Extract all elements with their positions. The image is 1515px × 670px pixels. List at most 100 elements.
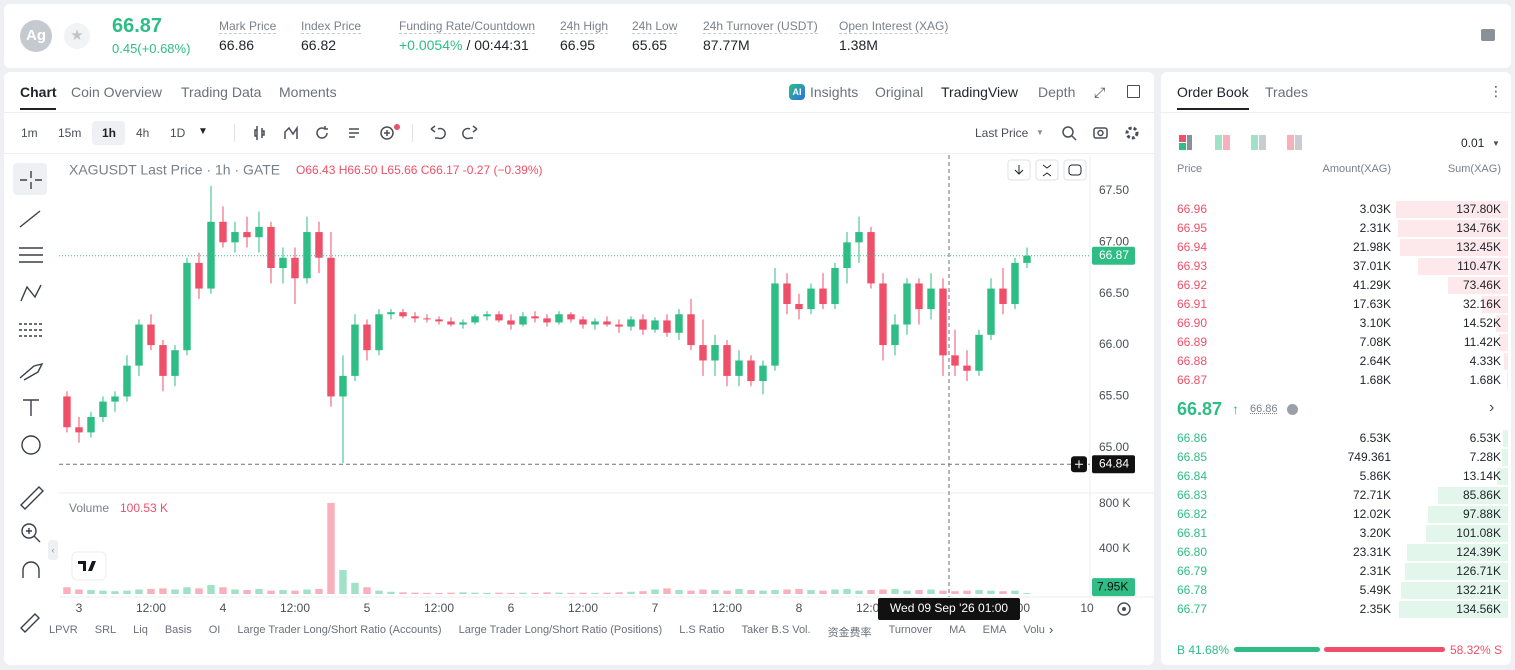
symbol-icon: Ag <box>20 20 52 52</box>
buy-ratio-bar <box>1234 647 1320 652</box>
crosshair-tool[interactable] <box>20 171 42 189</box>
last-volume-box <box>1092 578 1135 597</box>
collapse-toolbar[interactable]: ‹ <box>48 540 58 560</box>
indicator[interactable]: LPVR <box>49 624 78 636</box>
redo-icon[interactable] <box>462 125 478 140</box>
view-tab[interactable]: Original <box>875 84 924 100</box>
notes-icon[interactable] <box>1481 29 1495 41</box>
view-tab[interactable]: TradingView <box>941 84 1019 100</box>
template-icon[interactable] <box>349 128 359 138</box>
trendline-tool[interactable] <box>19 210 41 228</box>
fullscreen-button[interactable]: ⤢ <box>1094 84 1106 100</box>
more-menu[interactable]: ⋮ <box>1489 83 1503 99</box>
trades-tab[interactable]: Trades <box>1265 84 1309 100</box>
price: 66.96 <box>1177 202 1208 216</box>
candle-body <box>99 401 107 417</box>
sum: 126.71K <box>1456 564 1501 578</box>
more-indicators[interactable]: › <box>1049 622 1054 637</box>
text-tool[interactable] <box>23 399 39 416</box>
interval[interactable]: 1h <box>102 126 117 140</box>
view-tab[interactable]: Insights <box>810 84 859 100</box>
indicator[interactable]: Liq <box>133 624 148 636</box>
collapse-button[interactable] <box>1035 159 1059 181</box>
candle-type-icon[interactable] <box>254 126 265 140</box>
view-tab[interactable]: Depth <box>1038 84 1076 100</box>
sell-ratio: 58.32% S <box>1449 643 1502 657</box>
x-tick-label: 12:00 <box>424 601 454 615</box>
pattern-tool[interactable] <box>20 284 42 302</box>
stat-value: 66.86 <box>219 37 255 53</box>
indicator[interactable]: Large Trader Long/Short Ratio (Accounts) <box>237 624 442 636</box>
fib-tool[interactable] <box>19 323 43 337</box>
expand-arrow[interactable]: › <box>1489 399 1495 416</box>
indicator-icon[interactable] <box>284 125 298 139</box>
settings-icon[interactable] <box>1125 126 1139 140</box>
window-button[interactable] <box>1127 85 1140 98</box>
depth-bar <box>1400 582 1508 599</box>
zoom-tool[interactable] <box>21 523 37 539</box>
precision-select[interactable]: 0.01 <box>1461 136 1485 150</box>
view-mixed[interactable] <box>1215 135 1230 150</box>
indicator[interactable]: Turnover <box>888 624 933 636</box>
interval[interactable]: 1D <box>170 126 186 140</box>
chart-tab[interactable]: Trading Data <box>181 84 262 100</box>
lines-tool[interactable] <box>19 247 43 263</box>
brush-tool[interactable] <box>19 362 44 381</box>
candle-body <box>375 314 383 351</box>
snapshot-icon[interactable] <box>1093 127 1108 139</box>
price-source[interactable]: Last Price <box>975 126 1029 140</box>
chart-tab[interactable]: Chart <box>20 84 57 100</box>
volume-bar <box>351 582 359 594</box>
view-asks[interactable] <box>1287 135 1302 150</box>
interval[interactable]: 4h <box>136 126 150 140</box>
interval[interactable]: 1m <box>21 126 38 140</box>
favorite-button[interactable]: ★ <box>64 23 90 49</box>
indicator[interactable]: Taker B.S Vol. <box>741 624 811 636</box>
header-bar <box>4 4 1511 68</box>
view-both[interactable] <box>1179 135 1192 150</box>
emoji-tool[interactable] <box>21 435 41 455</box>
magnet-tool[interactable] <box>22 561 40 578</box>
candle-body <box>531 316 539 319</box>
candle-body <box>435 319 443 322</box>
indicator[interactable]: L.S Ratio <box>679 624 725 636</box>
indicator[interactable]: Large Trader Long/Short Ratio (Positions… <box>458 624 663 636</box>
lock-tool[interactable] <box>20 613 40 633</box>
indicator[interactable]: 资金费率 <box>827 627 872 639</box>
candle-body <box>975 334 983 371</box>
x-tick-label: 12:00 <box>568 601 598 615</box>
undo-icon[interactable] <box>430 125 446 140</box>
replay-icon[interactable] <box>316 126 328 139</box>
candle-body <box>723 345 731 376</box>
ruler-tool[interactable] <box>20 486 44 510</box>
reset-button[interactable] <box>1063 159 1087 181</box>
precision-caret: ▼ <box>1492 139 1500 148</box>
volume-bar <box>183 587 191 594</box>
indicator[interactable]: EMA <box>982 624 1007 636</box>
interval-dropdown[interactable]: ▼ <box>198 126 208 137</box>
chart-tab[interactable]: Coin Overview <box>71 84 163 100</box>
tradingview-logo <box>71 551 107 581</box>
indicator[interactable]: Volu <box>1023 624 1045 636</box>
stat-value: 87.77M <box>703 37 750 53</box>
volume-bar <box>651 589 659 594</box>
price: 66.95 <box>1177 221 1208 235</box>
chart-tab[interactable]: Moments <box>279 84 337 100</box>
indicator[interactable]: SRL <box>94 624 117 636</box>
volume-bar <box>735 588 743 594</box>
interval[interactable]: 15m <box>58 126 82 140</box>
indicator[interactable]: OI <box>208 624 221 636</box>
candle-body <box>1023 255 1031 263</box>
sum: 11.42K <box>1463 335 1501 349</box>
indicator[interactable]: MA <box>949 624 966 636</box>
candle-body <box>843 242 851 269</box>
time-settings[interactable] <box>1117 602 1131 616</box>
indicator[interactable]: Basis <box>164 624 192 636</box>
candle-body <box>663 320 671 333</box>
amount: 17.63K <box>1352 297 1391 311</box>
stat-value: 65.65 <box>632 37 668 53</box>
orderbook-tab[interactable]: Order Book <box>1177 84 1249 100</box>
search-icon[interactable] <box>1062 126 1074 138</box>
add-icon[interactable] <box>380 126 394 140</box>
view-bids[interactable] <box>1251 135 1266 150</box>
